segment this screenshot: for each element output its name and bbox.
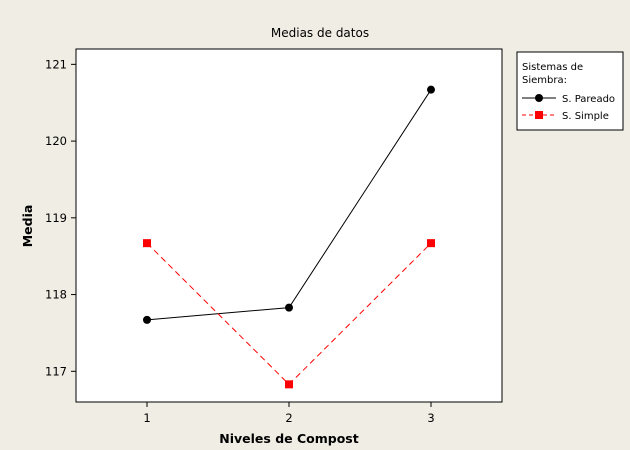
x-tick-label: 3 <box>427 411 434 425</box>
x-tick-label: 2 <box>285 411 292 425</box>
data-point <box>285 303 293 312</box>
x-tick-label: 1 <box>143 411 150 425</box>
data-point <box>285 380 293 389</box>
legend-swatch-marker <box>535 94 543 102</box>
legend-swatch-marker <box>535 111 543 119</box>
legend-title-line1: Sistemas de <box>522 62 583 73</box>
legend-item: S. Pareado <box>522 94 615 105</box>
series-layer <box>143 85 435 389</box>
data-point <box>427 239 435 248</box>
data-point <box>143 239 151 248</box>
data-point <box>427 85 435 94</box>
data-point <box>143 315 151 324</box>
y-tick-label: 118 <box>45 288 67 302</box>
legend-label: S. Pareado <box>562 94 615 105</box>
chart-title: Medias de datos <box>271 26 369 40</box>
y-tick-label: 121 <box>45 57 67 71</box>
legend-items: S. Pareado S. Simple <box>522 94 615 122</box>
legend-box <box>516 51 624 131</box>
plot-area <box>75 48 503 403</box>
y-axis-label: Media <box>20 205 35 248</box>
y-tick-label: 120 <box>45 134 67 148</box>
legend-label: S. Simple <box>562 111 609 122</box>
y-tick-label: 117 <box>45 364 67 378</box>
y-tick-label: 119 <box>45 211 67 225</box>
x-axis: 1 2 3 <box>143 402 435 425</box>
x-axis-label: Niveles de Compost <box>219 431 358 446</box>
legend-item: S. Simple <box>522 111 609 122</box>
legend: Sistemas de Siembra: S. Pareado S. Simple <box>516 51 624 131</box>
y-axis: 117 118 119 120 121 <box>45 57 76 378</box>
series-2 <box>143 239 435 389</box>
series-1 <box>143 85 435 324</box>
legend-title-line2: Siembra: <box>522 75 567 86</box>
